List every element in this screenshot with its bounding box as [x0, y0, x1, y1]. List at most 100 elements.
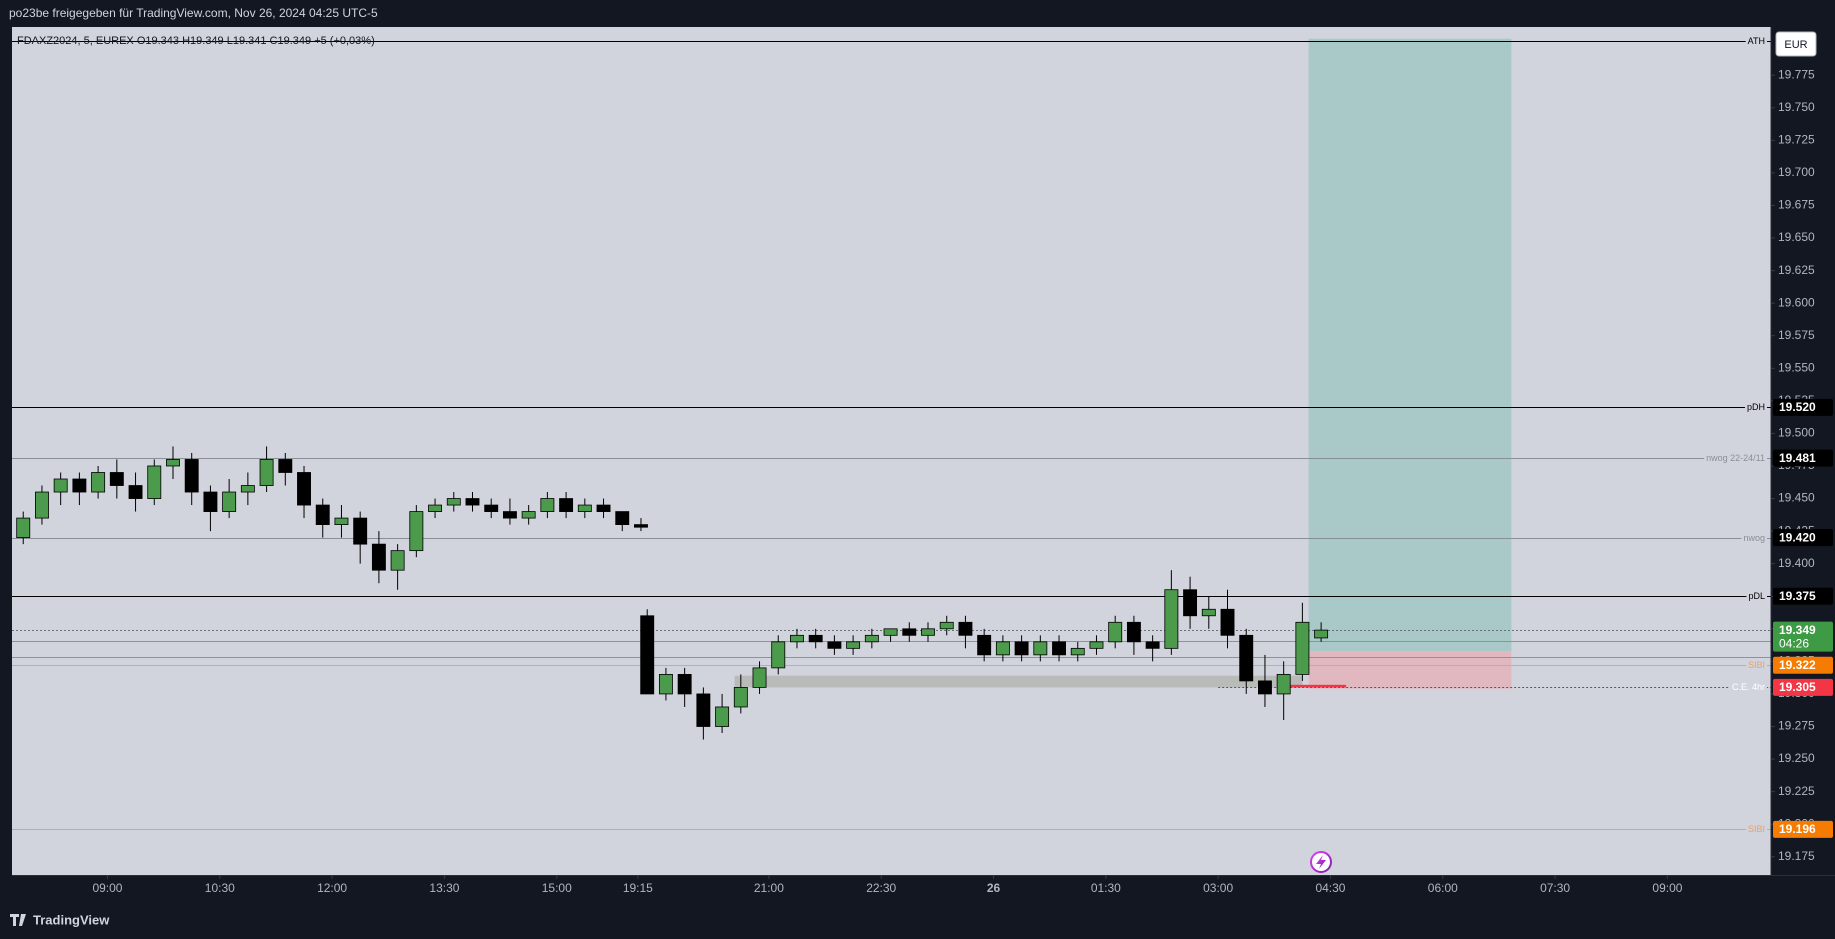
candle-body [109, 472, 124, 486]
candle-body [559, 498, 574, 512]
candle-body [1070, 647, 1085, 656]
y-tick-label: 19.600 [1778, 295, 1815, 309]
candle-body [278, 459, 293, 473]
candle-body [1239, 634, 1254, 682]
candle-body [634, 524, 648, 528]
candle-body [465, 498, 480, 506]
candle-body [1145, 641, 1160, 649]
y-tick-label: 19.575 [1778, 328, 1815, 342]
candle-body [203, 491, 218, 512]
level-label: nwog [1743, 533, 1765, 543]
zone [1308, 38, 1512, 651]
level-label-bg [1745, 659, 1767, 672]
candle-body [1258, 680, 1272, 695]
level-label: C.E. 4hr [1732, 682, 1765, 692]
candle-body [540, 498, 555, 512]
x-tick-label: 10:30 [205, 881, 235, 895]
x-tick-label: 19:15 [623, 881, 653, 895]
candle-body [827, 641, 842, 649]
currency-label[interactable]: EUR [1784, 39, 1807, 51]
candle-body [1052, 641, 1066, 656]
candle-body [752, 667, 767, 688]
x-tick-label: 06:00 [1428, 881, 1458, 895]
x-tick-label: 13:30 [429, 881, 459, 895]
x-tick-label: 01:30 [1091, 881, 1121, 895]
currency-box[interactable] [1775, 31, 1817, 57]
x-tick-label: 07:30 [1540, 881, 1570, 895]
candle-body [409, 511, 424, 552]
price-box-label: 19.196 [1779, 822, 1816, 836]
x-tick-label: 04:30 [1315, 881, 1345, 895]
level-label: ATH [1748, 36, 1765, 46]
candle-body [958, 621, 973, 636]
y-tick-label: 19.275 [1778, 719, 1815, 733]
candle-body [147, 465, 162, 499]
candle-body [640, 615, 655, 695]
candle-body [864, 634, 879, 643]
candle-body [502, 511, 517, 519]
candle-body [315, 504, 330, 525]
candle-body [977, 634, 992, 656]
price-box-label: 19.420 [1779, 530, 1816, 544]
zone [1308, 650, 1512, 689]
price-countdown: 04:26 [1779, 636, 1809, 650]
candle-body [995, 641, 1010, 656]
level-label-bg [1741, 532, 1767, 545]
candle-body [72, 478, 87, 493]
x-tick-label: 22:30 [866, 881, 896, 895]
candle-body [1033, 641, 1048, 656]
x-tick-label: 12:00 [317, 881, 347, 895]
y-tick-label: 19.500 [1778, 426, 1815, 440]
candle-body [446, 498, 461, 506]
candle-body [484, 504, 499, 512]
alert-icon[interactable] [1310, 851, 1332, 873]
candle-body [371, 543, 386, 571]
y-tick-label: 19.625 [1778, 263, 1815, 277]
currency-button[interactable]: EUR [1775, 31, 1817, 57]
price-box-label: 19.305 [1779, 680, 1816, 694]
price-box [1773, 529, 1833, 547]
x-tick-label: 26 [987, 881, 1001, 895]
candle-body [677, 673, 692, 695]
candle-body [1108, 621, 1123, 643]
price-box [1773, 587, 1833, 605]
candle-body [696, 693, 711, 727]
brand-name: TradingView [33, 912, 110, 927]
brand: TradingView [10, 912, 110, 927]
price-box [1773, 449, 1833, 467]
candle-body [846, 641, 861, 649]
candle-body [1014, 641, 1029, 656]
candle-body [577, 504, 592, 512]
symbol-legend: FDAXZ2024, 5, EUREX O19.343 H19.349 L19.… [17, 35, 375, 47]
x-tick-label: 21:00 [754, 881, 784, 895]
candle-body [240, 485, 255, 493]
price-box [1773, 820, 1833, 838]
y-tick-label: 19.450 [1778, 491, 1815, 505]
y-tick-label: 19.650 [1778, 230, 1815, 244]
candle-body [297, 472, 311, 506]
price-box [1773, 656, 1833, 674]
price-box-label: 19.520 [1779, 400, 1816, 414]
price-box-label: 19.375 [1779, 589, 1816, 603]
y-tick-label: 19.675 [1778, 198, 1815, 212]
x-tick-label: 09:00 [92, 881, 122, 895]
candle-body [222, 491, 237, 512]
level-label-bg [1704, 452, 1767, 465]
candle-body [883, 628, 898, 636]
alert-bolt[interactable] [1316, 855, 1326, 869]
x-tick-label: 15:00 [542, 881, 572, 895]
candle-body [596, 504, 611, 512]
candle-body [733, 687, 748, 708]
price-box [1773, 398, 1833, 416]
candle-body [715, 706, 730, 727]
price-box-label: 19.481 [1779, 451, 1816, 465]
candle-body [53, 478, 68, 493]
level-label: SIBI [1748, 660, 1765, 670]
y-tick-label: 19.175 [1778, 849, 1815, 863]
candle-body [334, 517, 349, 525]
plot: ATH pDH nwog 22-24/11 nwog pDL SIBI C.E. 4hr SI… [12, 35, 1771, 836]
y-tick-label: 19.750 [1778, 100, 1815, 114]
share-caption: po23be freigegeben für TradingView.com, … [9, 6, 378, 20]
